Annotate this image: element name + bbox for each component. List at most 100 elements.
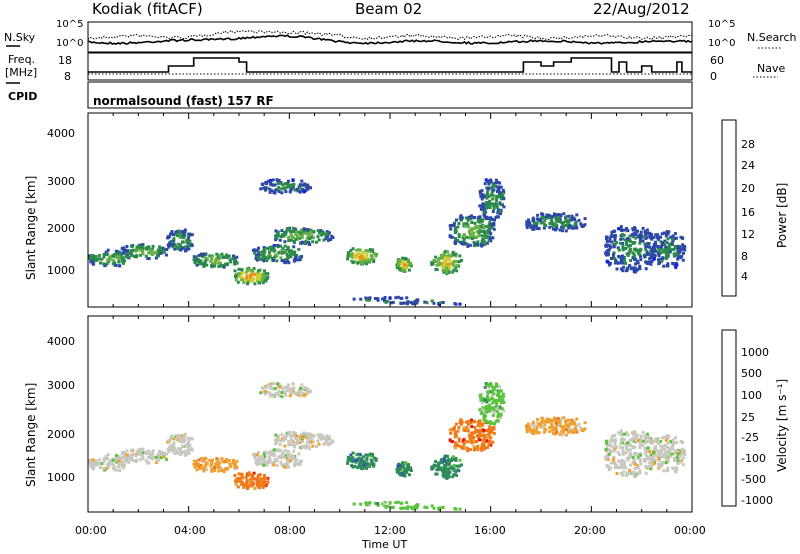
power-cell (673, 237, 677, 240)
velocity-cell (257, 481, 261, 484)
power-cell (156, 248, 160, 252)
power-cell (210, 258, 214, 262)
velocity-cell (205, 468, 209, 472)
power-cell (604, 243, 608, 247)
power-cell (89, 260, 93, 264)
velocity-cell (257, 461, 261, 464)
power-cell (570, 224, 574, 228)
power-cell (247, 267, 251, 271)
power-cell (476, 224, 480, 228)
power-cell (434, 267, 438, 271)
velocity-cell (450, 465, 454, 469)
velocity-cell (665, 457, 669, 461)
velocity-cell (612, 439, 616, 443)
power-cell (355, 254, 359, 258)
power-cell (577, 218, 581, 222)
power-cell (263, 186, 267, 190)
velocity-cell (233, 463, 237, 467)
velocity-cbar-tick-25: 25 (741, 411, 755, 424)
velocity-cell (317, 442, 321, 446)
power-cell (543, 219, 547, 223)
velocity-cell (442, 457, 446, 461)
power-cell (461, 234, 465, 238)
power-cell (257, 276, 261, 280)
power-cell (240, 268, 244, 272)
velocity-cell (491, 421, 495, 425)
freq-unit-label: [MHz] (5, 66, 38, 79)
power-cell (231, 257, 235, 260)
power-cell (117, 264, 121, 268)
velocity-cell (406, 505, 410, 509)
velocity-cell (302, 394, 306, 398)
velocity-cell (535, 425, 539, 429)
velocity-cell (383, 504, 386, 508)
power-cell (472, 240, 476, 244)
power-cell (681, 258, 685, 262)
velocity-cell (445, 459, 449, 463)
power-cell (486, 228, 490, 232)
velocity-cell (108, 462, 112, 466)
power-cell (485, 191, 489, 194)
velocity-cell (249, 473, 253, 477)
power-cell (286, 248, 290, 252)
power-cell (445, 254, 449, 258)
power-cell (331, 236, 335, 240)
velocity-cell (268, 394, 272, 398)
velocity-cell (233, 474, 237, 477)
power-cell (280, 233, 284, 237)
power-cell (499, 185, 503, 189)
velocity-cell (311, 444, 315, 448)
power-cell (111, 254, 115, 258)
velocity-cell (358, 452, 362, 456)
power-cell (671, 239, 675, 243)
velocity-cell (554, 432, 558, 436)
power-cell (357, 258, 361, 262)
power-cell (491, 236, 495, 240)
velocity-cell (106, 463, 110, 467)
velocity-cell (249, 483, 253, 487)
velocity-cell (662, 452, 666, 456)
power-cell (277, 190, 281, 194)
velocity-cell (550, 419, 554, 423)
velocity-cell (448, 470, 452, 474)
power-cell (621, 245, 625, 248)
velocity-cell (561, 427, 565, 431)
power-cell (486, 225, 490, 229)
power-cell (409, 264, 413, 268)
velocity-cell (315, 445, 318, 448)
velocity-cell (649, 453, 653, 457)
power-cell (473, 221, 477, 225)
power-cell (665, 241, 669, 245)
power-cell (648, 234, 652, 238)
power-cell (265, 256, 269, 260)
power-cell (575, 213, 579, 217)
velocity-cell (634, 440, 638, 444)
velocity-cell (489, 436, 493, 440)
velocity-cell (289, 456, 293, 460)
velocity-cell (451, 467, 455, 471)
power-cell (457, 222, 461, 225)
velocity-cell (452, 473, 456, 477)
velocity-cell (283, 390, 287, 394)
power-cell (282, 260, 286, 264)
velocity-cell (648, 461, 652, 465)
velocity-cell (438, 506, 442, 510)
power-cell (496, 190, 499, 193)
power-cell (188, 239, 192, 243)
power-cell (187, 247, 191, 251)
velocity-cell (409, 469, 413, 472)
velocity-cell (115, 460, 119, 464)
power-cell (525, 226, 529, 230)
cpid-text: normalsound (fast) 157 RF (93, 94, 274, 108)
power-cell (190, 233, 194, 237)
velocity-cell (649, 467, 653, 471)
velocity-cell (96, 462, 100, 466)
power-cell (163, 247, 166, 251)
velocity-cell (457, 437, 461, 441)
power-cell (371, 259, 375, 263)
velocity-cell (485, 408, 489, 412)
velocity-cell (470, 418, 473, 422)
power-cell (296, 230, 300, 234)
velocity-cell (286, 464, 290, 468)
velocity-cell (211, 458, 215, 462)
